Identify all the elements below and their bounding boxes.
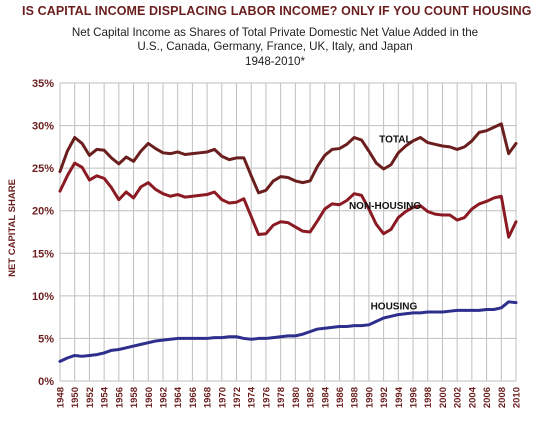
chart-subtitle-line-1: Net Capital Income as Shares of Total Pr…: [71, 26, 479, 39]
chart-subtitle-line-2: U.S., Canada, Germany, France, UK, Italy…: [137, 40, 413, 53]
y-tick-labels: 0% 5% 10% 15% 20% 25% 30% 35%: [32, 78, 54, 388]
x-tick-label: 1984: [320, 386, 331, 408]
x-tick-label: 1950: [70, 387, 81, 408]
x-tick-label: 2008: [497, 387, 508, 408]
series-label-total: TOTAL: [379, 135, 411, 146]
y-tick-label: 5%: [38, 333, 54, 345]
x-tick-label: 1998: [423, 387, 434, 408]
series-line-total: [58, 122, 518, 195]
series-line-non-housing: [58, 161, 518, 239]
y-tick-label: 0%: [38, 376, 54, 388]
y-tick-label: 15%: [32, 248, 54, 260]
x-tick-label: 1996: [409, 387, 420, 408]
x-tick-label: 1978: [276, 387, 287, 408]
series-label-non-housing: NON-HOUSING: [349, 201, 421, 212]
x-tick-label: 1970: [217, 387, 228, 408]
x-tick-label: 2004: [467, 386, 478, 408]
x-tick-label: 2006: [482, 387, 493, 408]
series-label-housing: HOUSING: [371, 301, 418, 312]
y-tick-label: 25%: [32, 163, 54, 175]
x-tick-label: 1982: [306, 387, 317, 408]
y-tick-label: 10%: [32, 291, 54, 303]
x-tick-label: 1958: [129, 387, 140, 408]
chart-title: IS CAPITAL INCOME DISPLACING LABOR INCOM…: [22, 4, 532, 18]
x-tick-label: 1966: [188, 387, 199, 408]
x-tick-label: 1976: [261, 387, 272, 408]
x-tick-label: 1974: [247, 386, 258, 408]
x-tick-label: 1988: [350, 387, 361, 408]
x-tick-label: 1948: [56, 387, 67, 408]
x-tick-label: 1968: [203, 387, 214, 408]
y-tick-label: 35%: [32, 78, 54, 90]
y-tick-label: 20%: [32, 206, 54, 218]
y-tick-label: 30%: [32, 121, 54, 133]
x-tick-label: 1954: [100, 386, 111, 408]
x-tick-label: 1952: [85, 387, 96, 408]
x-tick-label: 1964: [173, 386, 184, 408]
grid-lines: [59, 82, 517, 382]
chart-subtitle-line-3: 1948-2010*: [245, 55, 305, 68]
x-tick-label: 1956: [114, 387, 125, 408]
x-tick-label: 2002: [453, 387, 464, 408]
series-line-housing: [58, 300, 518, 363]
series-lines: [58, 122, 518, 363]
x-tick-label: 1960: [144, 387, 155, 408]
x-tick-label: 1980: [291, 387, 302, 408]
x-tick-label: 1972: [232, 387, 243, 408]
series-labels: TOTAL NON-HOUSING HOUSING: [349, 135, 421, 313]
x-tick-label: 1994: [394, 386, 405, 408]
x-tick-label: 1992: [379, 387, 390, 408]
x-tick-label: 1986: [335, 387, 346, 408]
x-tick-label: 1962: [158, 387, 169, 408]
x-tick-label: 2000: [438, 387, 449, 408]
x-tick-label: 1990: [364, 387, 375, 408]
y-axis-label: NET CAPITAL SHARE: [7, 179, 18, 277]
x-tick-labels: 1948 1950 1952 1954 1956 1958 1960 1962 1964 1966…: [56, 386, 523, 408]
x-tick-label: 2010: [512, 387, 523, 408]
